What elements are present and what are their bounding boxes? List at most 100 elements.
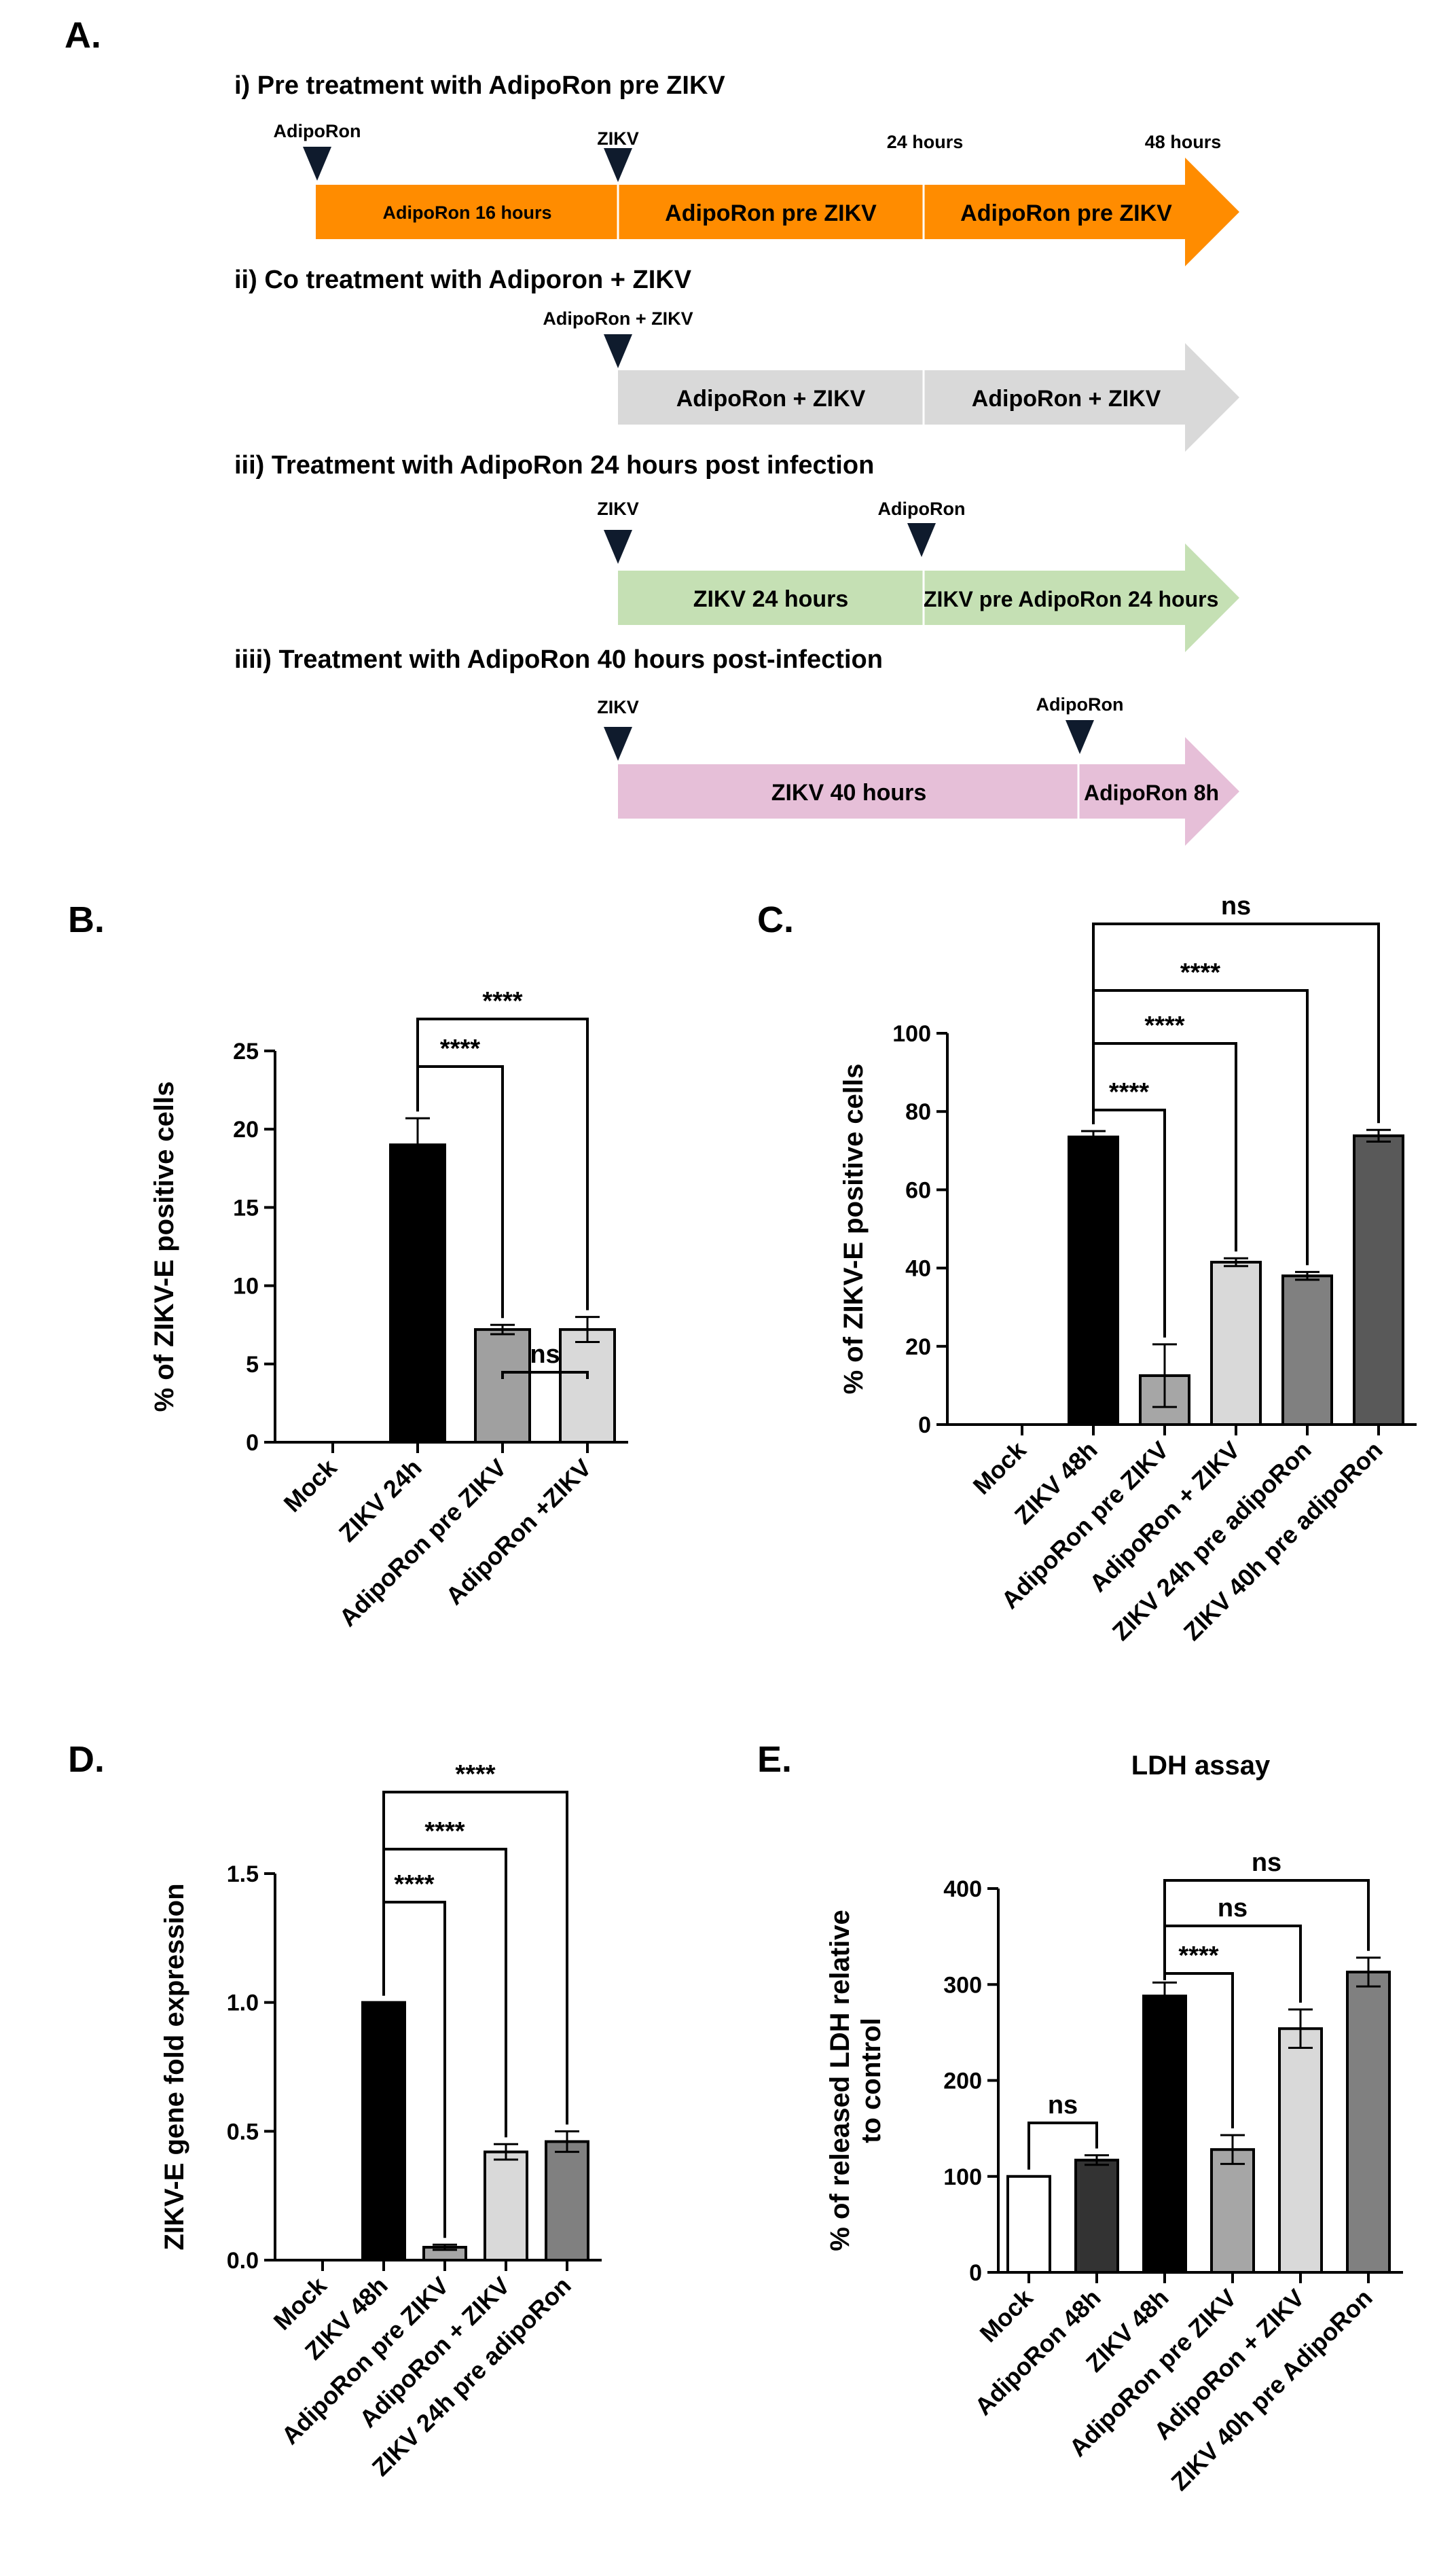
timeline-row-1-marker-zikv-label: ZIKV bbox=[597, 128, 639, 149]
timeline-row-1-arrow bbox=[316, 158, 1239, 266]
bar bbox=[1210, 1260, 1262, 1426]
bar bbox=[1074, 2158, 1119, 2274]
significance-label: **** bbox=[424, 1817, 465, 1846]
timeline-row-1-time-48h: 48 hours bbox=[1145, 132, 1222, 152]
y-axis-label: % of ZIKV-E positive cells bbox=[149, 1081, 179, 1412]
bar bbox=[1006, 2175, 1051, 2274]
y-axis-label: ZIKV-E gene fold expression bbox=[160, 1883, 189, 2250]
significance-label: ns bbox=[1218, 1894, 1248, 1923]
y-tick-label: 20 bbox=[905, 1334, 931, 1360]
timeline-row-1-segment-2: AdipoRon pre ZIKV bbox=[665, 200, 877, 226]
panel-c-chart: C. 0 20 40 60 80 100 % of ZIKV-E positive cell… bbox=[757, 892, 1417, 1646]
y-tick-label: 20 bbox=[233, 1117, 259, 1143]
timeline-row-1-marker-adiporon-label: AdipoRon bbox=[274, 121, 361, 141]
x-category-label: Mock bbox=[975, 2283, 1039, 2348]
x-category-label: AdipoRon pre ZIKV bbox=[333, 1454, 511, 1632]
bar bbox=[484, 2150, 528, 2261]
panel-b-chart: B. 0 5 10 15 20 25 % of ZIKV-E positive cells M… bbox=[68, 899, 628, 1632]
timeline-row-3-marker-zikv-triangle bbox=[604, 530, 632, 564]
bar bbox=[1281, 1274, 1333, 1426]
y-axis-label: to control bbox=[856, 2018, 886, 2143]
significance-bracket bbox=[1092, 989, 1309, 1266]
chart-title: LDH assay bbox=[1131, 1751, 1271, 1781]
significance-label: ns bbox=[1221, 892, 1251, 920]
bar bbox=[1353, 1134, 1404, 1426]
timeline-row-1-time-24h: 24 hours bbox=[887, 132, 964, 152]
timeline-row-3-arrow bbox=[618, 543, 1239, 652]
timeline-row-2-marker-triangle bbox=[604, 334, 632, 368]
timeline-row-4-marker-adiporon-label: AdipoRon bbox=[1036, 694, 1124, 715]
y-tick-label: 25 bbox=[233, 1039, 259, 1065]
y-axis-label: % of released LDH relative bbox=[825, 1910, 855, 2251]
significance-label: **** bbox=[1178, 1942, 1218, 1970]
y-tick-label: 300 bbox=[943, 1972, 982, 1998]
timeline-row-4-marker-zikv-label: ZIKV bbox=[597, 697, 639, 717]
bar bbox=[361, 2001, 406, 2262]
significance-label: **** bbox=[1180, 959, 1220, 987]
y-tick-label: 0 bbox=[969, 2260, 982, 2286]
timeline-row-4-arrow bbox=[618, 737, 1239, 846]
timeline-row-4-title: iiii) Treatment with AdipoRon 40 hours p… bbox=[234, 645, 883, 674]
significance-bracket bbox=[382, 1791, 568, 2125]
panel-letter-b: B. bbox=[68, 899, 105, 940]
x-category-label: Mock bbox=[278, 1453, 343, 1518]
y-tick-label: 10 bbox=[233, 1274, 259, 1300]
panel-d-chart: D. 0.0 0.5 1.0 1.5 ZIKV-E gene fold expressi… bbox=[68, 1739, 602, 2482]
timeline-row-2: ii) Co treatment with Adiporon + ZIKV Ad… bbox=[234, 266, 1239, 452]
panel-letter-d: D. bbox=[68, 1739, 105, 1780]
panel-letter-a: A. bbox=[65, 15, 101, 56]
y-tick-label: 200 bbox=[943, 2069, 982, 2094]
bar bbox=[559, 1328, 616, 1444]
y-tick-label: 0 bbox=[918, 1412, 931, 1438]
y-tick-label: 1.0 bbox=[227, 1990, 259, 2016]
timeline-row-2-title: ii) Co treatment with Adiporon + ZIKV bbox=[234, 266, 692, 294]
timeline-row-3-title: iii) Treatment with AdipoRon 24 hours po… bbox=[234, 451, 874, 480]
panel-letter-e: E. bbox=[757, 1739, 792, 1780]
significance-label: **** bbox=[482, 987, 522, 1016]
y-tick-label: 400 bbox=[943, 1876, 982, 1902]
significance-label: **** bbox=[1109, 1078, 1149, 1107]
y-tick-label: 0 bbox=[246, 1430, 259, 1456]
significance-bracket bbox=[1092, 923, 1380, 1124]
timeline-row-1-segment-1: AdipoRon 16 hours bbox=[383, 202, 552, 223]
x-category-label: AdipoRon +ZIKV bbox=[440, 1454, 597, 1611]
bar bbox=[1210, 2148, 1255, 2274]
timeline-row-1-title: i) Pre treatment with AdipoRon pre ZIKV bbox=[234, 71, 725, 100]
bar bbox=[1278, 2027, 1323, 2274]
y-tick-label: 15 bbox=[233, 1195, 259, 1221]
timeline-row-1: i) Pre treatment with AdipoRon pre ZIKV … bbox=[234, 71, 1239, 266]
timeline-row-4: iiii) Treatment with AdipoRon 40 hours p… bbox=[234, 645, 1239, 846]
significance-bracket bbox=[1027, 2122, 1098, 2170]
timeline-row-3: iii) Treatment with AdipoRon 24 hours po… bbox=[234, 451, 1239, 652]
significance-label: **** bbox=[1144, 1012, 1184, 1040]
significance-label: **** bbox=[455, 1760, 495, 1789]
timeline-row-3-marker-zikv-label: ZIKV bbox=[597, 499, 639, 519]
significance-bracket bbox=[1163, 1972, 1234, 2129]
timeline-row-3-marker-adiporon-label: AdipoRon bbox=[878, 499, 966, 519]
bar bbox=[1142, 1995, 1187, 2274]
timeline-row-4-marker-adiporon-triangle bbox=[1066, 720, 1094, 754]
panel-letter-c: C. bbox=[757, 899, 794, 940]
panel-a: A. i) Pre treatment with AdipoRon pre ZI… bbox=[65, 15, 1239, 846]
timeline-row-1-marker-adiporon-triangle bbox=[303, 147, 331, 181]
timeline-row-2-segment-2: AdipoRon + ZIKV bbox=[972, 386, 1161, 412]
timeline-row-3-segment-2: ZIKV pre AdipoRon 24 hours bbox=[924, 587, 1218, 611]
timeline-row-3-marker-adiporon-triangle bbox=[907, 523, 936, 557]
y-tick-label: 100 bbox=[943, 2164, 982, 2190]
y-tick-label: 1.5 bbox=[227, 1861, 259, 1887]
y-tick-label: 100 bbox=[892, 1021, 931, 1047]
bar bbox=[545, 2140, 589, 2261]
significance-bracket bbox=[416, 1018, 589, 1310]
timeline-row-2-segment-1: AdipoRon + ZIKV bbox=[676, 386, 866, 412]
panel-e-chart: E. LDH assay 0 100 200 300 400 % of released L… bbox=[757, 1739, 1403, 2496]
timeline-row-3-segment-1: ZIKV 24 hours bbox=[693, 586, 849, 612]
timeline-row-4-segment-1: ZIKV 40 hours bbox=[771, 780, 927, 806]
y-tick-label: 0.5 bbox=[227, 2119, 259, 2145]
x-category-label: Mock bbox=[968, 1435, 1032, 1500]
significance-label: ns bbox=[530, 1340, 560, 1369]
timeline-row-1-marker-zikv-triangle bbox=[604, 148, 632, 182]
significance-bracket bbox=[1163, 1879, 1370, 1976]
bar bbox=[389, 1143, 446, 1444]
significance-bracket bbox=[501, 1371, 589, 1379]
